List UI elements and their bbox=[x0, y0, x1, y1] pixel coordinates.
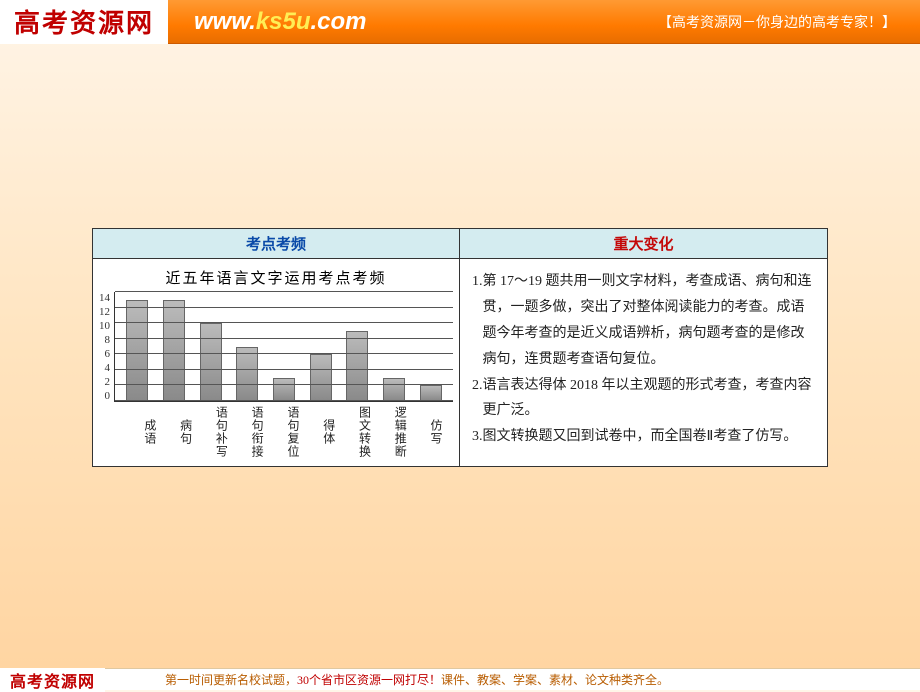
gridline bbox=[115, 322, 453, 323]
y-tick: 6 bbox=[105, 348, 111, 360]
head-left: 考点考频 bbox=[93, 229, 460, 259]
y-tick: 12 bbox=[99, 306, 110, 318]
x-axis: 成语病句语句补写语句衔接语句复位得体图文转换逻辑推断仿写 bbox=[99, 402, 453, 464]
footer-c: 课件、教案、学案、素材、论文种类齐全。 bbox=[441, 673, 669, 687]
top-bar: 高考资源网 www.ks5u.com 【高考资源网－你身边的高考专家！】 bbox=[0, 0, 920, 44]
note-text: 语言表达得体 2018 年以主观题的形式考查，考查内容更广泛。 bbox=[483, 373, 816, 425]
url-pre: www. bbox=[194, 8, 256, 35]
y-tick: 10 bbox=[99, 320, 110, 332]
gridline bbox=[115, 384, 453, 385]
note-num: 1. bbox=[472, 269, 483, 373]
note-text: 图文转换题又回到试卷中，而全国卷Ⅱ考查了仿写。 bbox=[483, 424, 816, 450]
y-tick: 4 bbox=[105, 362, 111, 374]
note-item-2: 3.图文转换题又回到试卷中，而全国卷Ⅱ考查了仿写。 bbox=[472, 424, 815, 450]
x-label-1: 病句 bbox=[170, 406, 192, 458]
footer-b: 30个省市区资源一网打尽！ bbox=[297, 673, 441, 687]
gridline bbox=[115, 353, 453, 354]
bar-2 bbox=[200, 323, 222, 401]
content-table: 考点考频 重大变化 近五年语言文字运用考点考频 14 12 10 8 6 4 2 0 成语病句… bbox=[92, 228, 828, 467]
footer-text: 第一时间更新名校试题，30个省市区资源一网打尽！课件、教案、学案、素材、论文种类… bbox=[165, 671, 669, 688]
x-label-0: 成语 bbox=[134, 406, 156, 458]
site-logo: 高考资源网 bbox=[0, 0, 168, 44]
footer-a: 第一时间更新名校试题， bbox=[165, 673, 297, 687]
gridline bbox=[115, 369, 453, 370]
x-label-7: 逻辑推断 bbox=[384, 406, 406, 458]
note-item-0: 1.第 17～19 题共用一则文字材料，考查成语、病句和连贯，一题多做，突出了对… bbox=[472, 269, 815, 373]
chart-plot bbox=[114, 292, 453, 402]
x-label-5: 得体 bbox=[313, 406, 335, 458]
bar-8 bbox=[420, 385, 442, 401]
x-label-8: 仿写 bbox=[420, 406, 442, 458]
footer-logo: 高考资源网 bbox=[0, 668, 105, 692]
x-label-3: 语句衔接 bbox=[241, 406, 263, 458]
bar-6 bbox=[346, 331, 368, 401]
chart-title: 近五年语言文字运用考点考频 bbox=[99, 267, 453, 288]
bar-0 bbox=[126, 300, 148, 401]
table-head-row: 考点考频 重大变化 bbox=[93, 229, 827, 259]
note-num: 2. bbox=[472, 373, 483, 425]
bar-7 bbox=[383, 378, 405, 401]
gridline bbox=[115, 400, 453, 401]
url-mid: ks5u bbox=[256, 8, 311, 35]
x-label-2: 语句补写 bbox=[205, 406, 227, 458]
notes-panel: 1.第 17～19 题共用一则文字材料，考查成语、病句和连贯，一题多做，突出了对… bbox=[460, 259, 827, 466]
gridline bbox=[115, 338, 453, 339]
x-label-6: 图文转换 bbox=[348, 406, 370, 458]
bar-5 bbox=[310, 354, 332, 401]
bar-1 bbox=[163, 300, 185, 401]
x-label-4: 语句复位 bbox=[277, 406, 299, 458]
footer-bar: 高考资源网 第一时间更新名校试题，30个省市区资源一网打尽！课件、教案、学案、素… bbox=[0, 668, 920, 690]
note-item-1: 2.语言表达得体 2018 年以主观题的形式考查，考查内容更广泛。 bbox=[472, 373, 815, 425]
y-tick: 0 bbox=[105, 390, 111, 402]
y-tick: 2 bbox=[105, 376, 111, 388]
note-text: 第 17～19 题共用一则文字材料，考查成语、病句和连贯，一题多做，突出了对整体… bbox=[483, 269, 816, 373]
note-num: 3. bbox=[472, 424, 483, 450]
head-right: 重大变化 bbox=[460, 229, 827, 259]
gridline bbox=[115, 291, 453, 292]
chart-panel: 近五年语言文字运用考点考频 14 12 10 8 6 4 2 0 成语病句语句补写语句衔接语句… bbox=[93, 259, 460, 466]
bar-3 bbox=[236, 347, 258, 402]
y-axis: 14 12 10 8 6 4 2 0 bbox=[99, 292, 114, 402]
y-tick: 8 bbox=[105, 334, 111, 346]
bar-4 bbox=[273, 378, 295, 401]
gridline bbox=[115, 307, 453, 308]
url-post: .com bbox=[311, 8, 367, 35]
y-tick: 14 bbox=[99, 292, 110, 304]
tagline: 【高考资源网－你身边的高考专家！】 bbox=[658, 12, 896, 32]
site-url: www.ks5u.com bbox=[194, 8, 367, 36]
